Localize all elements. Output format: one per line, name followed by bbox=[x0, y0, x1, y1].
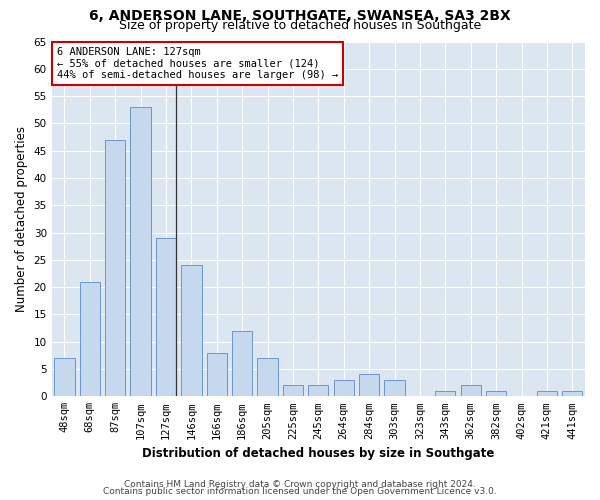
Bar bbox=[80, 282, 100, 397]
Bar bbox=[105, 140, 125, 396]
Y-axis label: Number of detached properties: Number of detached properties bbox=[15, 126, 28, 312]
Bar bbox=[130, 107, 151, 397]
Bar bbox=[257, 358, 278, 397]
Bar bbox=[435, 391, 455, 396]
Text: 6, ANDERSON LANE, SOUTHGATE, SWANSEA, SA3 2BX: 6, ANDERSON LANE, SOUTHGATE, SWANSEA, SA… bbox=[89, 9, 511, 23]
Text: 6 ANDERSON LANE: 127sqm
← 55% of detached houses are smaller (124)
44% of semi-d: 6 ANDERSON LANE: 127sqm ← 55% of detache… bbox=[57, 47, 338, 80]
Bar bbox=[206, 352, 227, 397]
Bar bbox=[54, 358, 74, 397]
Bar bbox=[486, 391, 506, 396]
Bar bbox=[181, 266, 202, 396]
Bar bbox=[359, 374, 379, 396]
Text: Size of property relative to detached houses in Southgate: Size of property relative to detached ho… bbox=[119, 19, 481, 32]
Bar bbox=[156, 238, 176, 396]
Bar bbox=[308, 386, 328, 396]
Text: Contains public sector information licensed under the Open Government Licence v3: Contains public sector information licen… bbox=[103, 487, 497, 496]
Bar bbox=[461, 386, 481, 396]
Bar bbox=[537, 391, 557, 396]
Text: Contains HM Land Registry data © Crown copyright and database right 2024.: Contains HM Land Registry data © Crown c… bbox=[124, 480, 476, 489]
Bar bbox=[334, 380, 354, 396]
Bar bbox=[562, 391, 583, 396]
X-axis label: Distribution of detached houses by size in Southgate: Distribution of detached houses by size … bbox=[142, 447, 494, 460]
Bar bbox=[232, 331, 253, 396]
Bar bbox=[283, 386, 303, 396]
Bar bbox=[385, 380, 404, 396]
